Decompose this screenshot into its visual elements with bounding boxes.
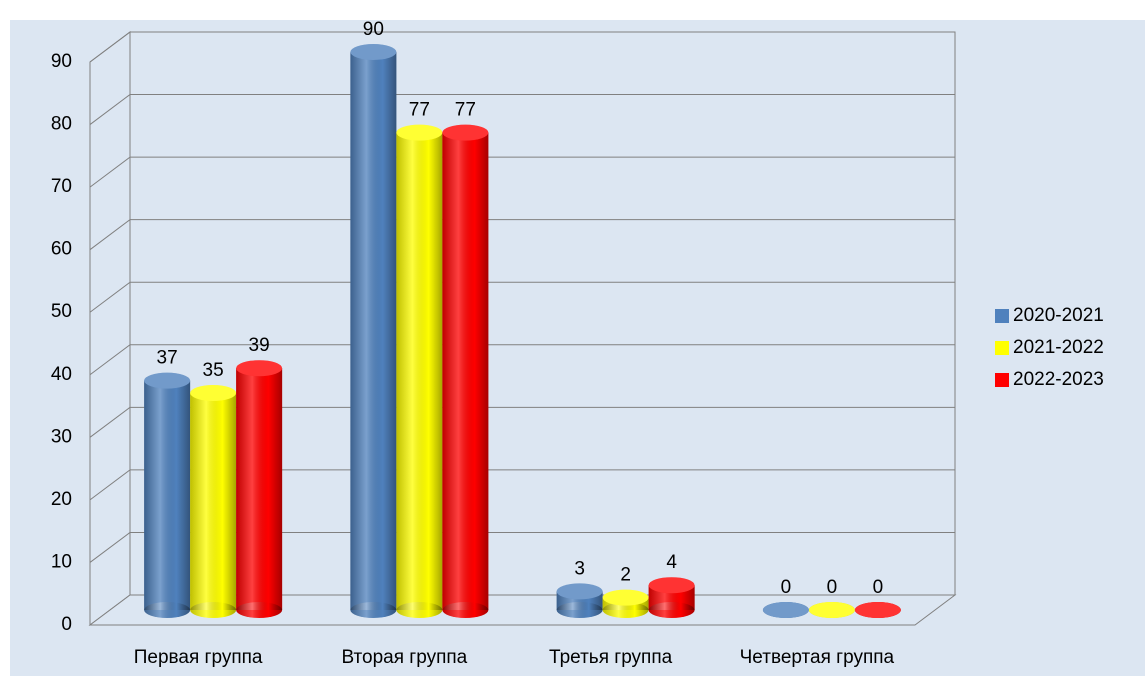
bar (648, 577, 695, 618)
legend-swatch (995, 309, 1009, 323)
data-label: 0 (827, 577, 838, 598)
bar-bottom-shade (236, 602, 283, 618)
bar-top-light (808, 602, 855, 618)
bar (808, 602, 855, 618)
bar-bottom-shade (602, 602, 649, 618)
legend-swatch (995, 341, 1009, 355)
y-tick-label: 80 (51, 114, 72, 135)
bar-top-light (396, 124, 443, 141)
bar-top (396, 124, 443, 141)
bar-bottom-shade (350, 602, 397, 618)
bar-top (442, 124, 489, 141)
bar-top (602, 589, 649, 606)
bar (442, 124, 489, 618)
grid-line (89, 31, 131, 63)
y-tick-label: 70 (51, 176, 72, 197)
grid-line (89, 406, 131, 438)
grid-line (89, 156, 131, 188)
bar-shade (236, 368, 283, 610)
bar-shade (144, 380, 191, 610)
data-label: 35 (203, 360, 224, 381)
bar-bottom-shade (190, 602, 237, 618)
bar-top (854, 602, 901, 618)
grid-line (89, 532, 131, 563)
y-tick-label: 90 (51, 51, 72, 72)
x-tick-label: Первая группа (134, 647, 263, 668)
bar (236, 360, 283, 618)
bar-top (762, 602, 809, 618)
bar-top (190, 385, 237, 401)
bar (350, 44, 397, 618)
x-tick-label: Вторая группа (342, 647, 468, 668)
y-tick-label: 10 (51, 551, 72, 572)
y-tick-label: 60 (51, 239, 72, 260)
bar-top (808, 602, 855, 618)
legend-swatch (995, 373, 1009, 387)
bar-bottom-shade (442, 602, 489, 618)
legend-label: 2021-2022 (1013, 337, 1104, 358)
bar-bottom-shade (556, 602, 603, 618)
bar (556, 583, 603, 618)
legend-label: 2022-2023 (1013, 369, 1104, 390)
grid-line (89, 469, 131, 501)
bar (854, 602, 901, 618)
bar-shade (350, 52, 397, 610)
bar-top (144, 372, 191, 389)
data-label: 4 (666, 552, 677, 573)
data-label: 0 (873, 577, 884, 598)
bar (190, 385, 237, 618)
y-tick-label: 40 (51, 364, 72, 385)
bar-shade (190, 393, 237, 610)
bar-top-light (762, 602, 809, 618)
bar (144, 372, 191, 618)
bar-top-light (854, 602, 901, 618)
bar-top (648, 577, 695, 594)
side-wall (89, 31, 131, 626)
bar-shade (396, 132, 443, 610)
grid-line (89, 94, 131, 125)
bar-bottom-shade (648, 602, 695, 618)
data-label: 77 (409, 100, 430, 121)
data-label: 90 (363, 19, 384, 40)
y-tick-label: 50 (51, 301, 72, 322)
bar-top (236, 360, 283, 377)
bar-shade (442, 132, 489, 610)
bar-top-light (556, 583, 603, 600)
bar-top-light (190, 385, 237, 401)
data-label: 0 (781, 577, 792, 598)
bar-top-light (144, 372, 191, 389)
data-label: 3 (574, 558, 585, 579)
bar-top-light (236, 360, 283, 377)
bar-bottom-shade (144, 602, 191, 618)
bar (396, 124, 443, 618)
x-tick-label: Третья группа (549, 647, 673, 668)
grid-line (89, 281, 131, 313)
bar-bottom-shade (396, 602, 443, 618)
bar-top-light (648, 577, 695, 594)
y-tick-label: 0 (61, 614, 72, 635)
bar (602, 589, 649, 618)
x-tick-label: Четвертая группа (740, 647, 895, 668)
grid-line (89, 344, 131, 376)
bar-top-light (350, 44, 397, 60)
data-label: 39 (249, 335, 270, 356)
data-label: 37 (157, 348, 178, 369)
y-tick-label: 30 (51, 426, 72, 447)
data-label: 2 (620, 565, 631, 586)
bar-top-light (442, 124, 489, 141)
bar-top (350, 44, 397, 60)
bar-top (556, 583, 603, 600)
data-label: 77 (455, 100, 476, 121)
bar-top-light (602, 589, 649, 606)
bar (762, 602, 809, 618)
grid-line (89, 219, 131, 251)
y-tick-label: 20 (51, 489, 72, 510)
legend-label: 2020-2021 (1013, 305, 1104, 326)
